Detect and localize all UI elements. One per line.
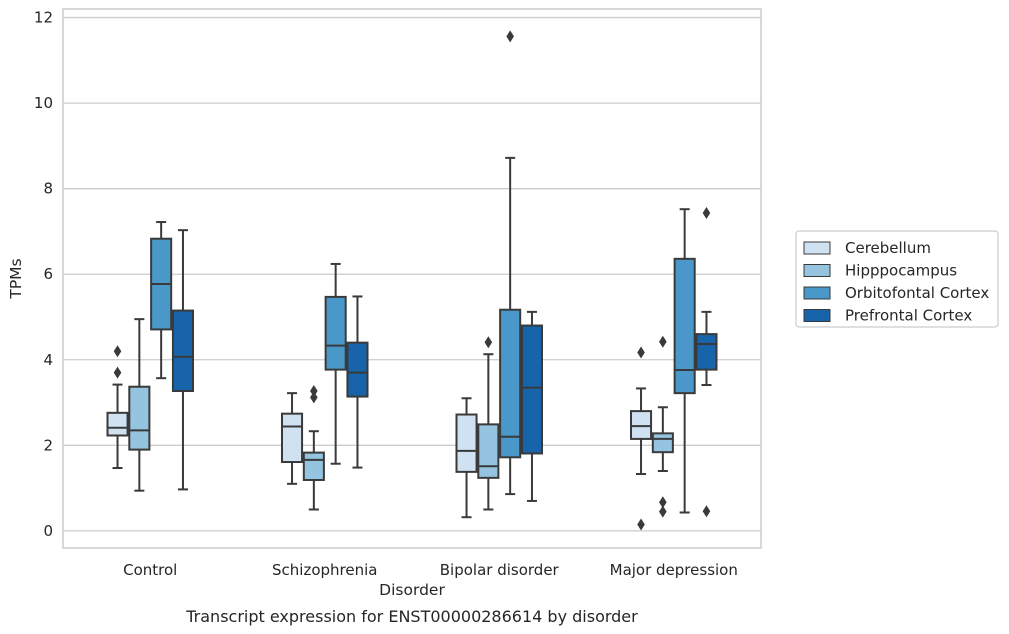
box-0-0 [106,345,129,470]
iqr-box [695,333,718,371]
box-2-0 [150,221,173,380]
box-3-0 [171,229,195,491]
iqr-box [499,308,522,459]
outlier-point [310,391,318,404]
box-2-2 [499,30,522,496]
box-0-3 [629,346,653,531]
x-tick-label: Major depression [610,561,738,579]
box-3-2 [520,310,544,502]
outlier-point [637,518,645,531]
box-0-1 [280,392,304,485]
legend-label: Orbitofontal Cortex [845,284,989,302]
box-1-2 [477,336,500,511]
iqr-box [106,411,129,437]
iqr-box [673,257,696,395]
outlier-point [310,385,318,398]
y-tick-label: 8 [43,180,53,198]
outlier-point [506,30,514,43]
outlier-point [113,366,122,379]
iqr-box [629,410,653,440]
chart-caption: Transcript expression for ENST0000028661… [185,607,638,626]
legend-item: Hipppocampus [803,262,957,280]
legend-item: Cerebellum [803,239,931,257]
x-tick-label: Bipolar disorder [440,561,560,579]
outlier-point [702,505,711,518]
legend: Cerebellum Hipppocampus Orbitofontal Corte… [795,230,999,328]
y-tick-label: 0 [43,522,53,540]
box-series [106,30,718,531]
y-tick-label: 2 [43,436,53,454]
box-3-1 [346,295,369,469]
box-3-3 [695,207,718,518]
x-tick-label: Control [123,561,177,579]
outlier-point [484,336,493,349]
y-tick-label: 4 [43,351,53,369]
iqr-box [280,412,304,464]
y-tick-label: 10 [34,94,53,112]
outlier-point [113,345,122,358]
legend-item: Orbitofontal Cortex [803,284,989,302]
box-2-3 [673,208,696,514]
iqr-box [477,423,500,479]
box-1-0 [128,318,151,492]
legend-swatch [803,241,831,255]
iqr-box [324,295,347,371]
outlier-point [659,335,667,348]
iqr-box [128,385,151,451]
outlier-point [702,207,711,220]
x-tick-label: Schizophrenia [272,561,377,579]
iqr-box [302,451,325,481]
iqr-box [171,309,195,393]
legend-swatch [803,309,831,322]
iqr-box [520,324,544,455]
outlier-point [659,496,667,509]
outlier-point [659,505,667,518]
iqr-box [455,413,478,473]
box-1-3 [651,335,674,518]
x-axis-label: Disorder [379,581,445,599]
legend-label: Prefrontal Cortex [845,307,972,325]
legend-label: Hipppocampus [845,262,957,280]
iqr-box [651,432,674,454]
axis-ticks: 0 2 4 6 8 10 12 Control Schizophrenia Bipolar dis… [34,9,738,579]
y-tick-label: 12 [34,9,53,27]
y-tick-label: 6 [43,265,53,283]
plot-area-frame [62,8,762,549]
box-0-2 [455,397,478,519]
outlier-point [637,346,645,359]
legend-swatch [803,264,831,277]
box-2-1 [324,262,347,465]
legend-label: Cerebellum [845,239,931,257]
legend-swatch [803,286,831,300]
y-axis-label: TPMs [7,258,25,299]
box-1-1 [302,385,325,511]
legend-item: Prefrontal Cortex [803,307,972,325]
legend-frame [795,230,999,328]
iqr-box [346,341,369,398]
